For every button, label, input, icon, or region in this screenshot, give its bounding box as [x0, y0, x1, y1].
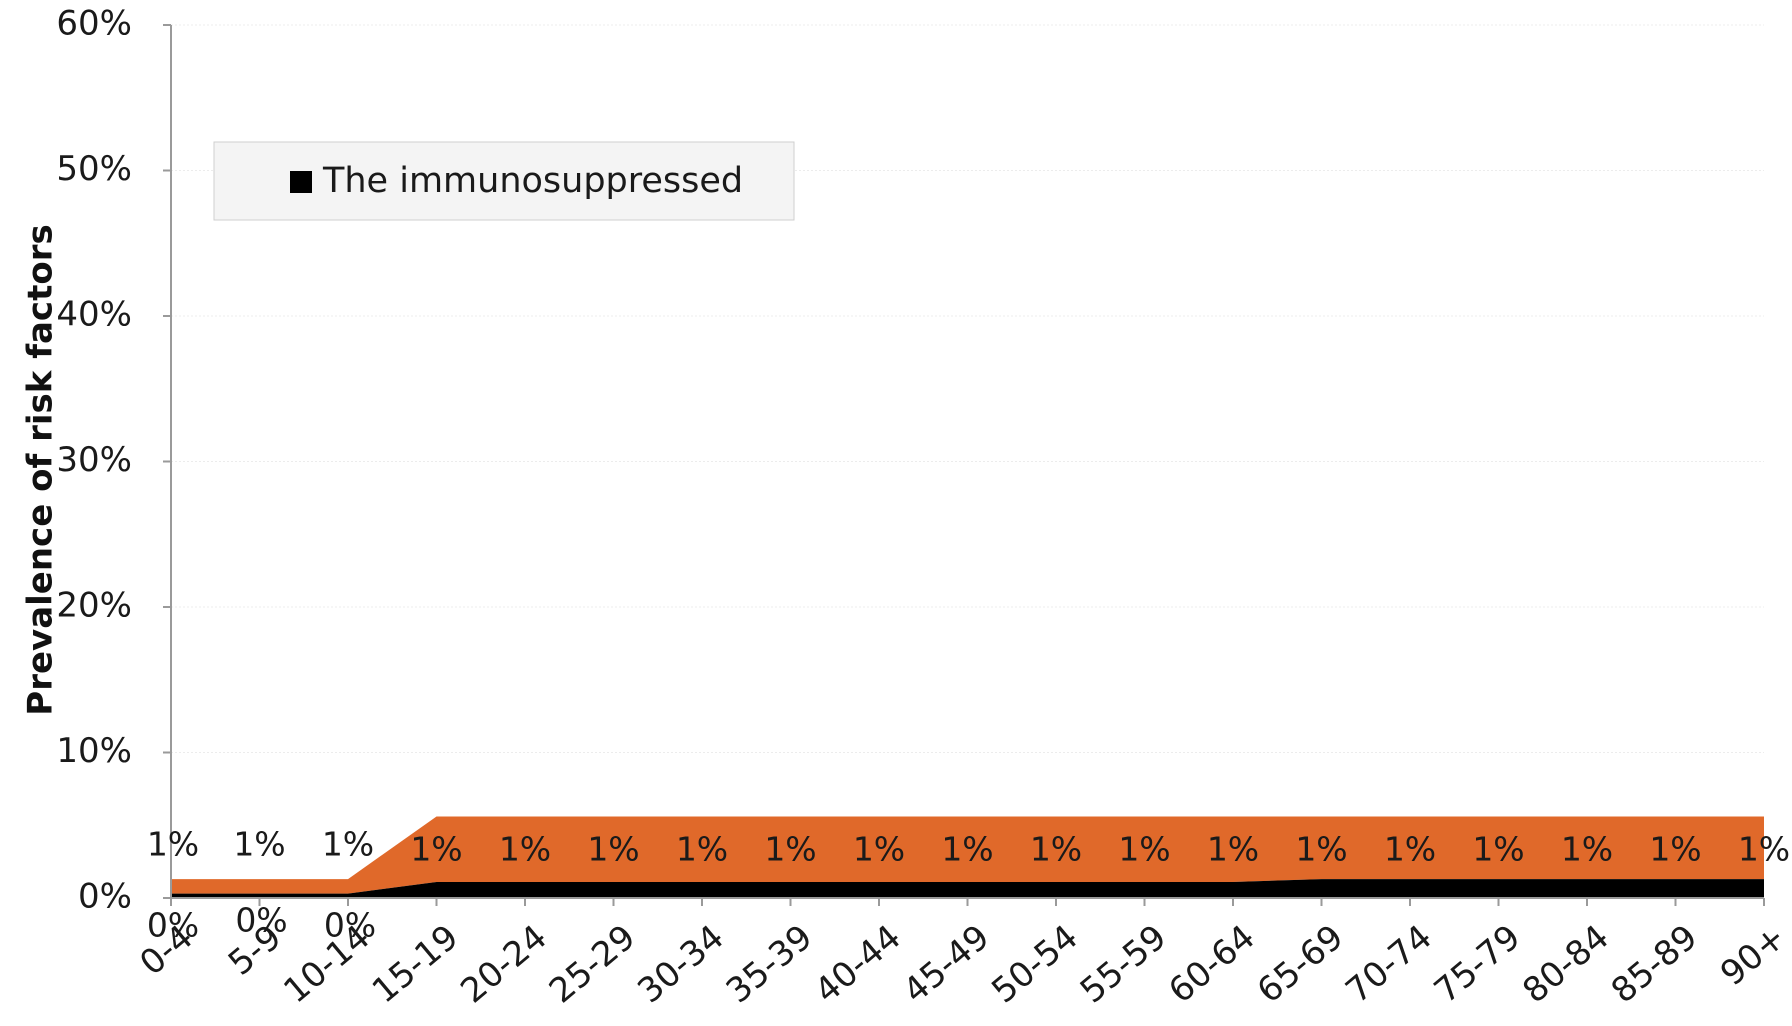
x-tick-label: 90+	[1713, 917, 1792, 994]
data-label-upper: 1%	[1207, 830, 1259, 869]
gridlines	[171, 24, 1764, 753]
data-label-upper: 1%	[499, 830, 551, 869]
x-tick-label: 50-54	[984, 917, 1085, 1011]
data-label-upper: 1%	[1472, 830, 1524, 869]
data-label-upper: 1%	[1649, 830, 1701, 869]
data-label-upper: 1%	[853, 830, 905, 869]
area-the-immunosuppressed	[171, 879, 1764, 898]
data-label-upper: 1%	[1384, 830, 1436, 869]
data-label-upper: 1%	[322, 825, 374, 864]
area-series	[171, 816, 1764, 898]
x-tick-labels: 0-4 5-910-1415-1920-2425-2930-3435-3940-4…	[132, 898, 1792, 1011]
x-tick-label: 65-69	[1250, 917, 1351, 1011]
y-tick-label: 60%	[56, 4, 132, 44]
data-label-immunosuppressed: 0%	[147, 906, 199, 945]
data-labels: 1% 1% 1% 1% 1% 1% 1% 1% 1% 1% 1% 1% 1% 1% 1% 1% 1% 1% 1% 0%…	[147, 825, 1790, 945]
y-tick-label: 30%	[56, 440, 132, 480]
data-label-upper: 1%	[233, 825, 285, 864]
x-tick-label: 40-44	[807, 917, 908, 1011]
data-label-upper: 1%	[941, 830, 993, 869]
x-tick-label: 80-84	[1515, 917, 1616, 1011]
data-label-upper: 1%	[676, 830, 728, 869]
x-tick-label: 20-24	[453, 917, 554, 1011]
data-label-upper: 1%	[764, 830, 816, 869]
x-tick-label: 45-49	[896, 917, 997, 1011]
legend-label-immunosuppressed: The immunosuppressed	[322, 161, 743, 201]
y-axis-label: Prevalence of risk factors	[21, 224, 61, 715]
x-tick-label: 70-74	[1338, 917, 1439, 1011]
x-tick-label: 35-39	[719, 917, 820, 1011]
data-label-upper: 1%	[1738, 830, 1790, 869]
y-tick-label: 10%	[56, 731, 132, 771]
data-label-upper: 1%	[1561, 830, 1613, 869]
y-tick-label: 40%	[56, 295, 132, 335]
y-tick-label: 0%	[78, 877, 132, 917]
y-tick-label: 20%	[56, 586, 132, 626]
area-series-upper	[171, 816, 1764, 894]
data-label-upper: 1%	[587, 830, 639, 869]
data-label-immunosuppressed: 0%	[235, 901, 287, 940]
x-tick-label: 85-89	[1604, 917, 1705, 1011]
x-tick-label: 75-79	[1427, 917, 1528, 1011]
x-tick-label: 30-34	[630, 917, 731, 1011]
data-label-upper: 1%	[147, 825, 199, 864]
x-tick-label: 60-64	[1161, 917, 1262, 1011]
data-label-upper: 1%	[1295, 830, 1347, 869]
data-label-immunosuppressed: 0%	[324, 906, 376, 945]
x-tick-label: 15-19	[365, 917, 466, 1011]
data-label-upper: 1%	[410, 830, 462, 869]
y-tick-label: 50%	[56, 149, 132, 189]
data-label-upper: 1%	[1118, 830, 1170, 869]
x-tick-label: 55-59	[1073, 917, 1174, 1011]
legend: The immunosuppressed	[213, 141, 795, 221]
x-tick-label: 25-29	[542, 917, 643, 1011]
y-tick-labels: 0% 10% 20% 30% 40% 50% 60%	[56, 4, 171, 917]
data-label-upper: 1%	[1030, 830, 1082, 869]
legend-swatch-immunosuppressed	[290, 171, 312, 193]
